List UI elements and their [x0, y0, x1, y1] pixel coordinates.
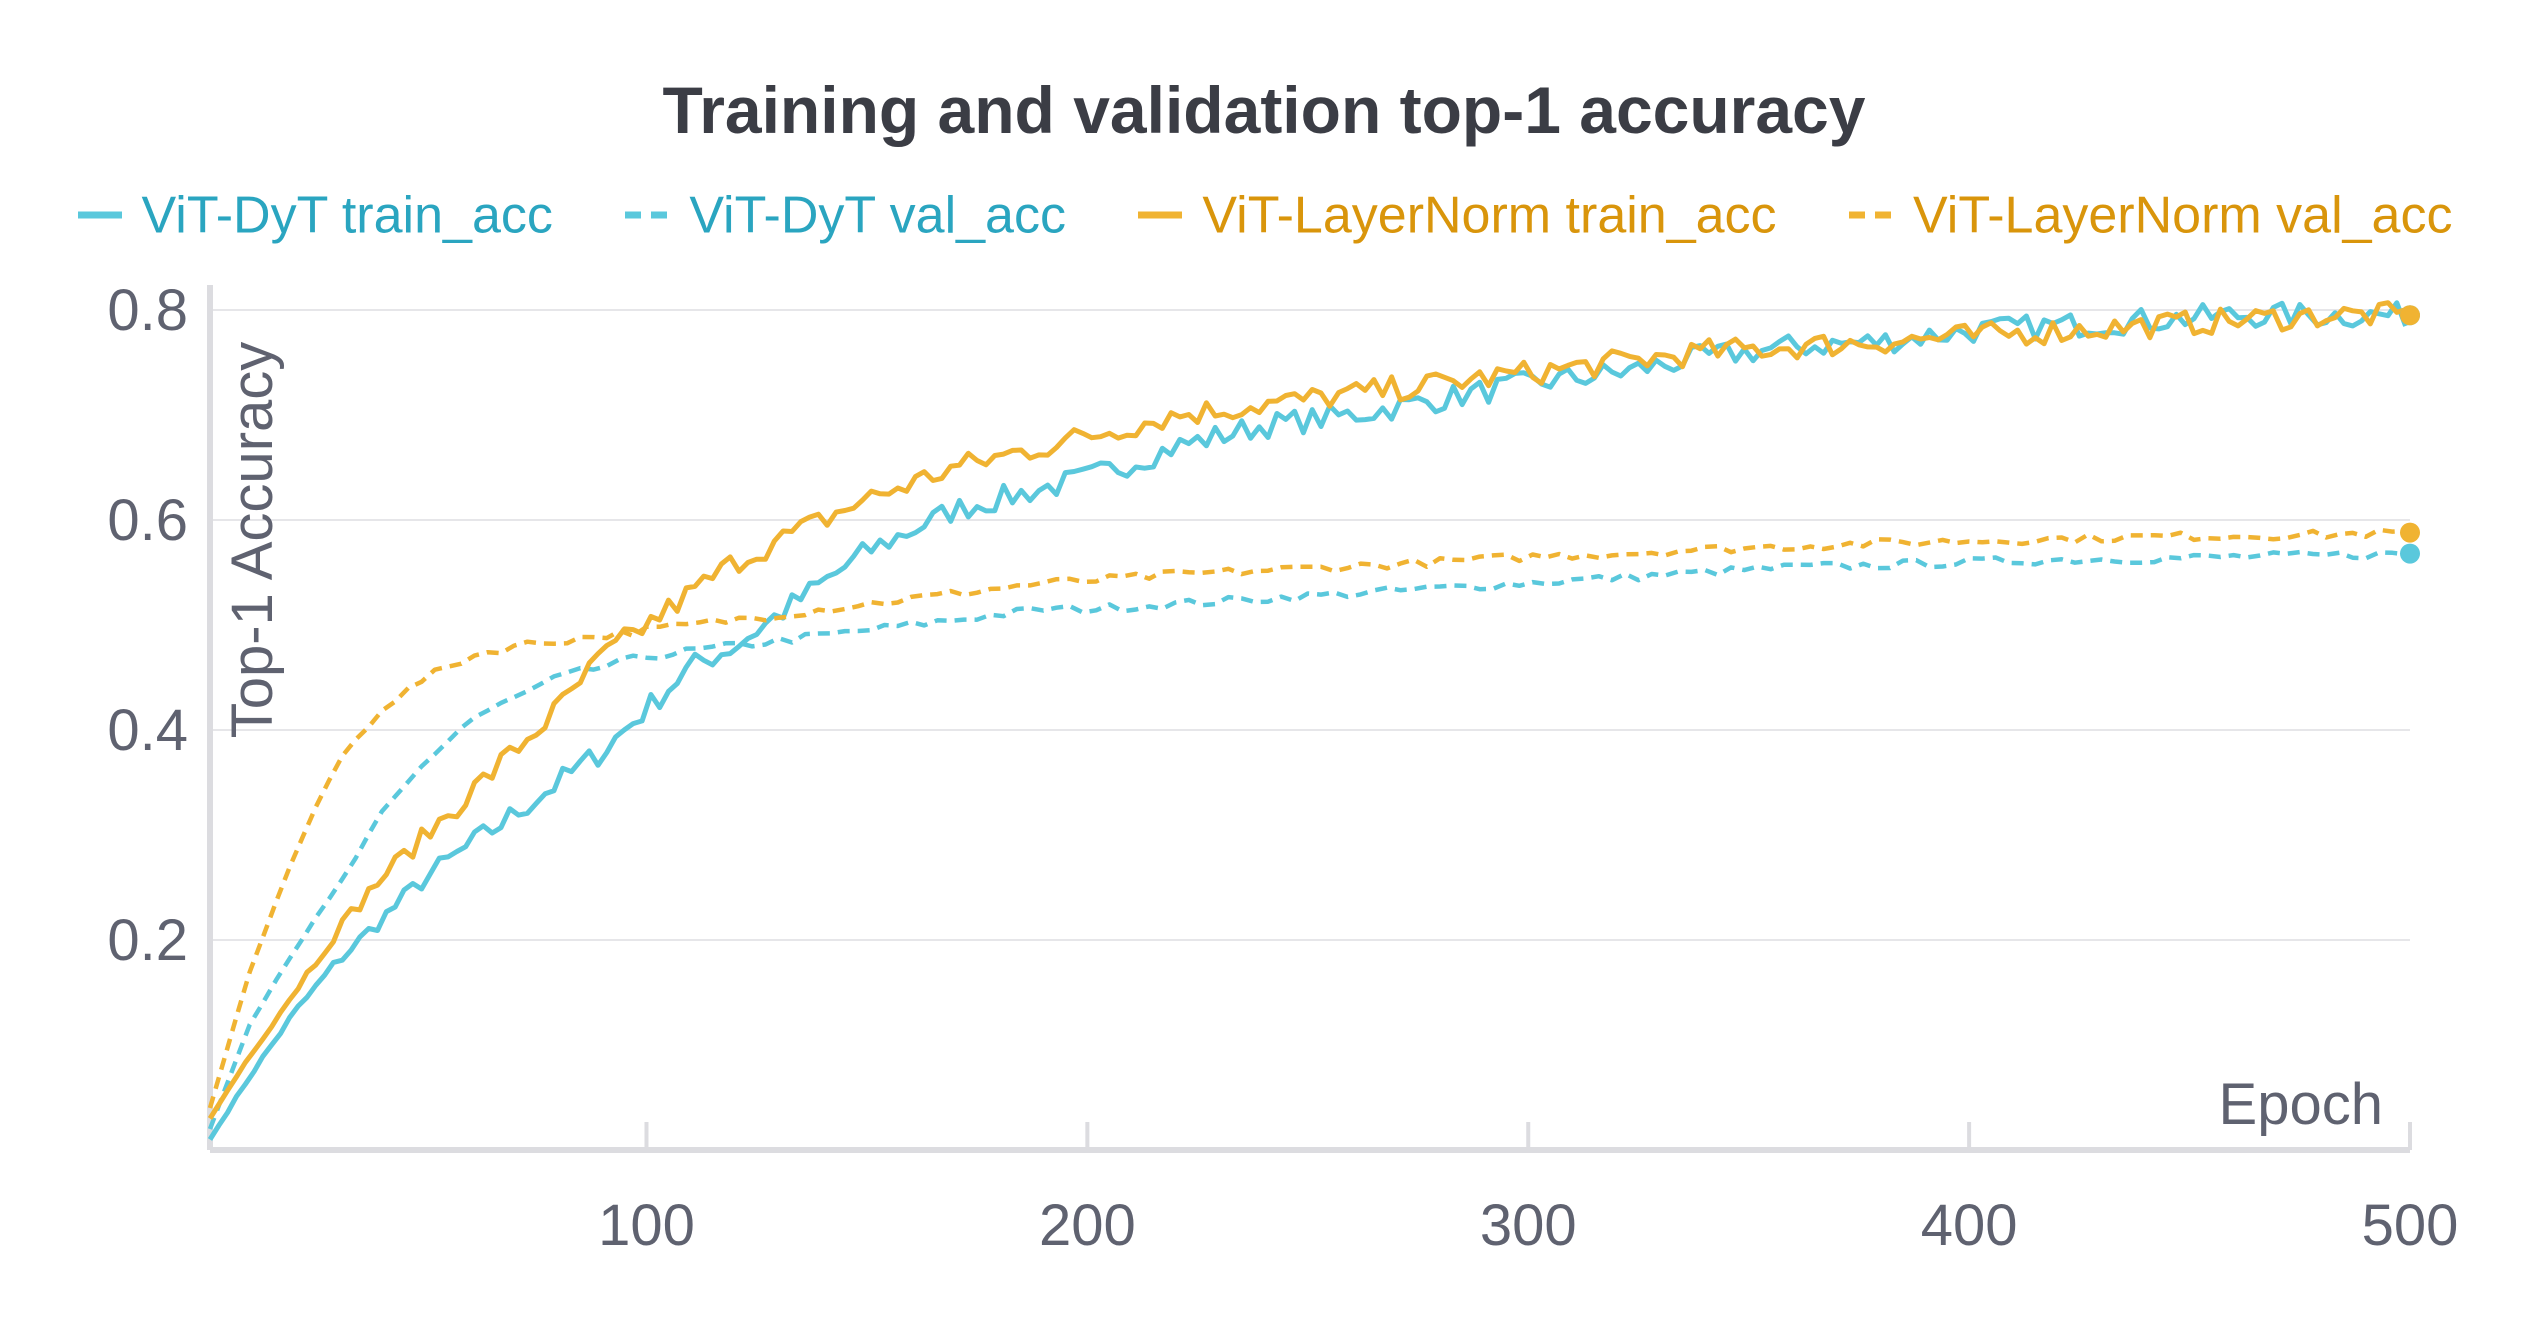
- legend-label-ln-train: ViT-LayerNorm train_acc: [1202, 185, 1777, 244]
- x-tick-label: 500: [2362, 1193, 2459, 1258]
- legend-item-dyt-train[interactable]: ViT-DyT train_acc: [76, 182, 553, 245]
- end-markers: [2400, 305, 2420, 564]
- x-tick-label: 300: [1480, 1193, 1577, 1258]
- legend-swatch-ln-val: [1849, 211, 1894, 219]
- y-tick-label: 0.8: [107, 278, 188, 343]
- grid-lines: [210, 309, 2410, 941]
- y-tick-label: 0.2: [107, 908, 188, 973]
- legend-label-ln-val: ViT-LayerNorm val_acc: [1913, 185, 2453, 244]
- axis-ticks: 0.2 0.4 0.6 0.8 100 200 300 400 500: [107, 278, 2458, 1258]
- x-axis-label: Epoch: [2219, 1072, 2383, 1137]
- legend-swatch-ln-train: [1138, 211, 1183, 219]
- legend-item-ln-val[interactable]: ViT-LayerNorm val_acc: [1847, 182, 2452, 245]
- legend-item-dyt-val[interactable]: ViT-DyT val_acc: [623, 182, 1066, 245]
- chart-title: Training and validation top-1 accuracy: [662, 73, 1866, 147]
- legend-swatch-dyt-train: [77, 211, 122, 219]
- y-tick-label: 0.6: [107, 488, 188, 553]
- y-tick-label: 0.4: [107, 698, 188, 763]
- axes: [207, 285, 2410, 1153]
- x-tick-label: 200: [1039, 1193, 1136, 1258]
- series-end-marker-3: [2400, 522, 2420, 543]
- legend: ViT-DyT train_acc ViT-DyT val_acc ViT-La…: [0, 180, 2528, 245]
- x-tick-label: 100: [598, 1193, 695, 1258]
- legend-label-dyt-train: ViT-DyT train_acc: [141, 185, 553, 244]
- series-line-0: [207, 300, 2408, 1141]
- series-end-marker-1: [2400, 543, 2420, 564]
- y-axis-label: Top-1 Accuracy: [220, 342, 285, 739]
- legend-label-dyt-val: ViT-DyT val_acc: [689, 185, 1066, 244]
- series-line-2: [207, 300, 2407, 1120]
- legend-item-ln-train[interactable]: ViT-LayerNorm train_acc: [1136, 182, 1777, 245]
- x-tick-label: 400: [1921, 1193, 2018, 1258]
- series-end-marker-2: [2400, 305, 2420, 326]
- series-lines: [207, 300, 2408, 1141]
- series-line-1: [207, 549, 2406, 1130]
- legend-swatch-dyt-val: [625, 211, 670, 219]
- series-line-3: [207, 527, 2406, 1109]
